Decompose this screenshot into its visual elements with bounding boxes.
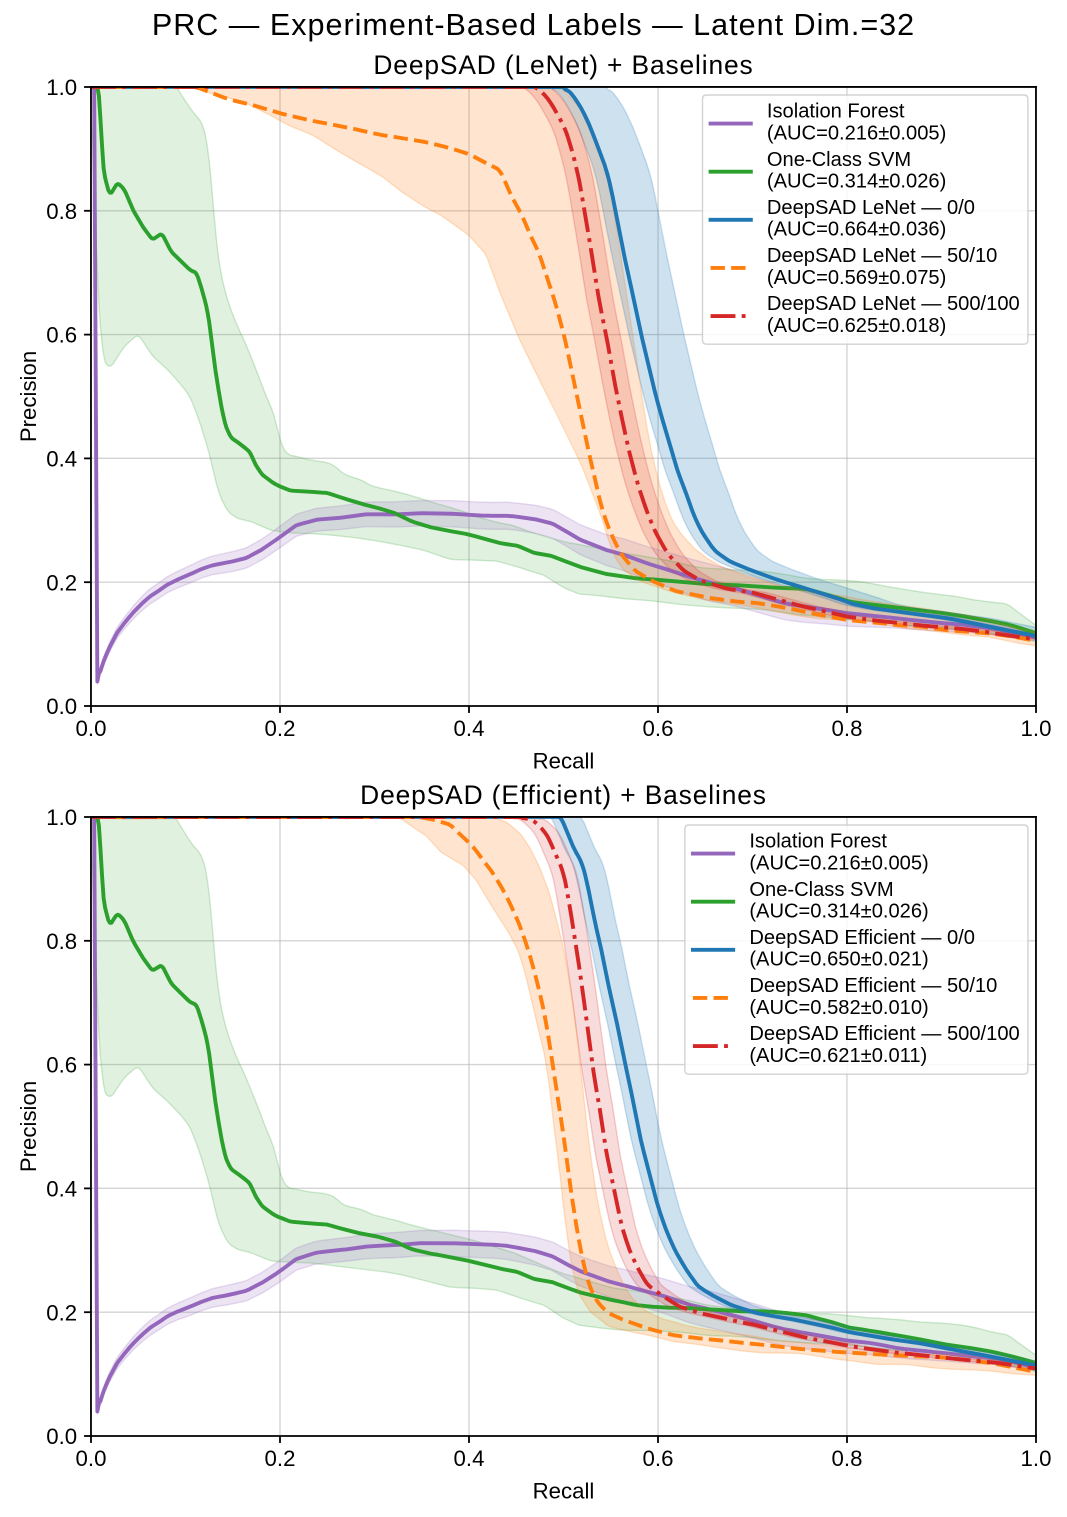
svg-text:0.6: 0.6 bbox=[46, 1053, 77, 1078]
svg-text:Isolation Forest: Isolation Forest bbox=[749, 831, 887, 853]
svg-text:0.8: 0.8 bbox=[832, 716, 863, 741]
svg-text:0.6: 0.6 bbox=[643, 716, 674, 741]
svg-text:1.0: 1.0 bbox=[1021, 1446, 1052, 1471]
svg-text:DeepSAD Efficient — 500/100: DeepSAD Efficient — 500/100 bbox=[749, 1023, 1019, 1045]
svg-text:0.8: 0.8 bbox=[46, 199, 77, 224]
svg-text:0.8: 0.8 bbox=[46, 929, 77, 954]
svg-text:0.2: 0.2 bbox=[46, 1300, 77, 1325]
svg-text:DeepSAD (LeNet) + Baselines: DeepSAD (LeNet) + Baselines bbox=[373, 50, 753, 80]
svg-text:DeepSAD LeNet — 0/0: DeepSAD LeNet — 0/0 bbox=[767, 197, 975, 219]
svg-text:Recall: Recall bbox=[533, 749, 595, 774]
svg-text:(AUC=0.314±0.026): (AUC=0.314±0.026) bbox=[749, 901, 928, 923]
svg-text:Recall: Recall bbox=[533, 1479, 595, 1504]
svg-text:(AUC=0.664±0.036): (AUC=0.664±0.036) bbox=[767, 219, 946, 241]
svg-text:(AUC=0.621±0.011): (AUC=0.621±0.011) bbox=[749, 1045, 927, 1067]
svg-text:(AUC=0.569±0.075): (AUC=0.569±0.075) bbox=[767, 267, 946, 289]
svg-text:Precision: Precision bbox=[16, 1081, 41, 1172]
svg-text:0.2: 0.2 bbox=[265, 716, 296, 741]
svg-text:PRC — Experiment-Based Labels: PRC — Experiment-Based Labels — Latent D… bbox=[152, 8, 915, 42]
svg-text:1.0: 1.0 bbox=[46, 75, 77, 100]
svg-text:(AUC=0.625±0.018): (AUC=0.625±0.018) bbox=[767, 315, 946, 337]
svg-text:DeepSAD LeNet — 500/100: DeepSAD LeNet — 500/100 bbox=[767, 293, 1020, 315]
svg-text:0.0: 0.0 bbox=[76, 716, 107, 741]
svg-text:0.4: 0.4 bbox=[46, 446, 77, 471]
svg-text:0.0: 0.0 bbox=[46, 694, 77, 719]
svg-text:DeepSAD Efficient — 50/10: DeepSAD Efficient — 50/10 bbox=[749, 975, 997, 997]
svg-text:0.6: 0.6 bbox=[46, 323, 77, 348]
svg-text:Precision: Precision bbox=[16, 351, 41, 442]
svg-text:Isolation Forest: Isolation Forest bbox=[767, 101, 905, 123]
svg-text:0.4: 0.4 bbox=[454, 716, 485, 741]
svg-text:0.6: 0.6 bbox=[643, 1446, 674, 1471]
svg-text:(AUC=0.314±0.026): (AUC=0.314±0.026) bbox=[767, 171, 946, 193]
svg-text:1.0: 1.0 bbox=[46, 805, 77, 830]
svg-text:DeepSAD LeNet — 50/10: DeepSAD LeNet — 50/10 bbox=[767, 245, 997, 267]
svg-text:0.0: 0.0 bbox=[76, 1446, 107, 1471]
svg-text:0.4: 0.4 bbox=[454, 1446, 485, 1471]
svg-text:0.0: 0.0 bbox=[46, 1424, 77, 1449]
svg-text:DeepSAD (Efficient) + Baseline: DeepSAD (Efficient) + Baselines bbox=[360, 780, 767, 810]
svg-text:(AUC=0.582±0.010): (AUC=0.582±0.010) bbox=[749, 997, 928, 1019]
svg-text:DeepSAD Efficient — 0/0: DeepSAD Efficient — 0/0 bbox=[749, 927, 975, 949]
svg-text:One-Class SVM: One-Class SVM bbox=[767, 149, 911, 171]
svg-text:0.8: 0.8 bbox=[832, 1446, 863, 1471]
svg-text:0.2: 0.2 bbox=[46, 570, 77, 595]
svg-text:(AUC=0.216±0.005): (AUC=0.216±0.005) bbox=[767, 122, 946, 144]
svg-text:0.4: 0.4 bbox=[46, 1176, 77, 1201]
svg-text:(AUC=0.650±0.021): (AUC=0.650±0.021) bbox=[749, 949, 928, 971]
svg-text:1.0: 1.0 bbox=[1021, 716, 1052, 741]
svg-text:(AUC=0.216±0.005): (AUC=0.216±0.005) bbox=[749, 852, 928, 874]
svg-text:One-Class SVM: One-Class SVM bbox=[749, 879, 893, 901]
svg-text:0.2: 0.2 bbox=[265, 1446, 296, 1471]
